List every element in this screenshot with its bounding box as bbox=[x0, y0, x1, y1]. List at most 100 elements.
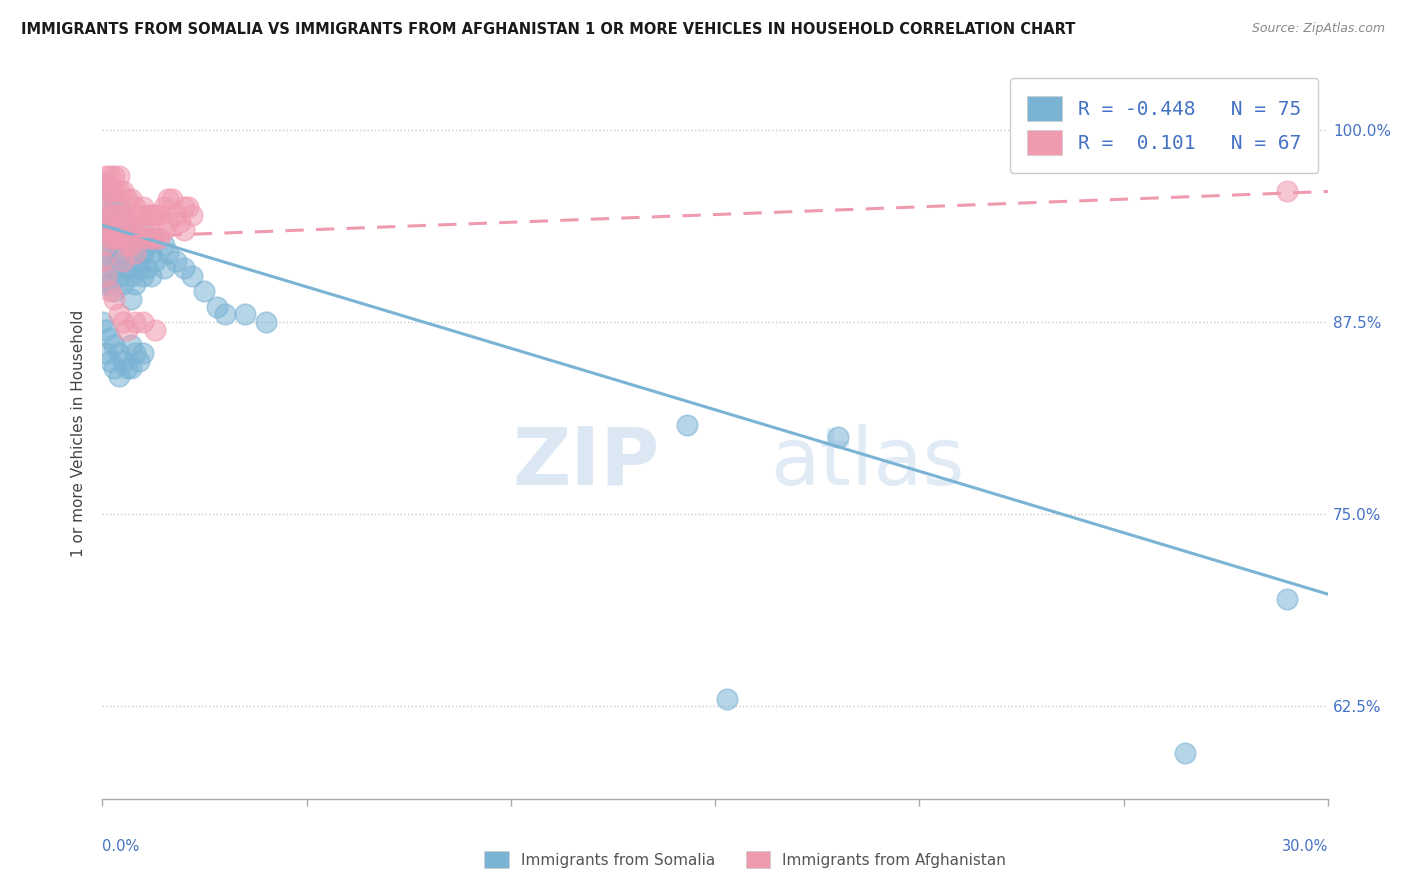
Point bbox=[96, 169, 118, 183]
Point bbox=[111, 253, 134, 268]
Point bbox=[96, 268, 118, 283]
Point bbox=[100, 230, 122, 244]
Point bbox=[205, 300, 228, 314]
Point bbox=[132, 268, 155, 283]
Point bbox=[675, 418, 697, 433]
Point bbox=[91, 177, 114, 191]
Point bbox=[115, 192, 138, 206]
Point bbox=[124, 200, 146, 214]
Point bbox=[107, 308, 129, 322]
Point bbox=[100, 169, 122, 183]
Point bbox=[100, 185, 122, 199]
Point bbox=[96, 215, 118, 229]
Point bbox=[111, 315, 134, 329]
Point bbox=[177, 200, 200, 214]
Point bbox=[165, 253, 187, 268]
Point bbox=[124, 315, 146, 329]
Point bbox=[107, 268, 129, 283]
Point bbox=[173, 200, 195, 214]
Point bbox=[136, 230, 159, 244]
Point bbox=[111, 230, 134, 244]
Point bbox=[132, 200, 155, 214]
Point bbox=[143, 230, 166, 244]
Point bbox=[124, 230, 146, 244]
Point bbox=[132, 346, 155, 360]
Point bbox=[91, 315, 114, 329]
Point bbox=[156, 215, 179, 229]
Point bbox=[141, 230, 163, 244]
Point bbox=[103, 361, 125, 376]
Point bbox=[233, 308, 256, 322]
Point bbox=[103, 338, 125, 352]
Point bbox=[120, 292, 142, 306]
Point bbox=[165, 208, 187, 222]
Point bbox=[132, 246, 155, 260]
Point bbox=[107, 185, 129, 199]
Text: IMMIGRANTS FROM SOMALIA VS IMMIGRANTS FROM AFGHANISTAN 1 OR MORE VEHICLES IN HOU: IMMIGRANTS FROM SOMALIA VS IMMIGRANTS FR… bbox=[21, 22, 1076, 37]
Point bbox=[115, 238, 138, 252]
Point bbox=[111, 230, 134, 244]
Point bbox=[254, 315, 277, 329]
Point bbox=[91, 223, 114, 237]
Point bbox=[173, 223, 195, 237]
Point bbox=[111, 353, 134, 368]
Point bbox=[100, 253, 122, 268]
Point bbox=[103, 185, 125, 199]
Point bbox=[193, 285, 215, 299]
Point bbox=[132, 223, 155, 237]
Point bbox=[115, 361, 138, 376]
Point bbox=[91, 253, 114, 268]
Point bbox=[103, 208, 125, 222]
Point bbox=[103, 238, 125, 252]
Point bbox=[136, 261, 159, 276]
Point bbox=[107, 208, 129, 222]
Point bbox=[181, 208, 204, 222]
Point bbox=[103, 215, 125, 229]
Point bbox=[152, 200, 174, 214]
Point bbox=[103, 230, 125, 244]
Point bbox=[1277, 185, 1299, 199]
Point bbox=[124, 223, 146, 237]
Point bbox=[173, 261, 195, 276]
Point bbox=[96, 323, 118, 337]
Point bbox=[124, 346, 146, 360]
Point bbox=[111, 208, 134, 222]
Point bbox=[103, 169, 125, 183]
Point bbox=[128, 353, 150, 368]
Point bbox=[143, 253, 166, 268]
Point bbox=[1174, 746, 1197, 760]
Point bbox=[96, 192, 118, 206]
Point bbox=[103, 261, 125, 276]
Text: Source: ZipAtlas.com: Source: ZipAtlas.com bbox=[1251, 22, 1385, 36]
Point bbox=[141, 246, 163, 260]
Point bbox=[100, 285, 122, 299]
Point bbox=[107, 169, 129, 183]
Point bbox=[214, 308, 236, 322]
Point bbox=[91, 277, 114, 291]
Point bbox=[96, 346, 118, 360]
Point bbox=[107, 246, 129, 260]
Point bbox=[100, 208, 122, 222]
Point bbox=[103, 192, 125, 206]
Point bbox=[91, 200, 114, 214]
Point bbox=[156, 192, 179, 206]
Point bbox=[100, 277, 122, 291]
Point bbox=[115, 261, 138, 276]
Point bbox=[96, 238, 118, 252]
Point bbox=[120, 192, 142, 206]
Point bbox=[120, 268, 142, 283]
Point bbox=[132, 223, 155, 237]
Point bbox=[128, 261, 150, 276]
Point bbox=[124, 253, 146, 268]
Point bbox=[181, 268, 204, 283]
Point bbox=[96, 268, 118, 283]
Point bbox=[103, 292, 125, 306]
Point bbox=[96, 246, 118, 260]
Point bbox=[1277, 591, 1299, 606]
Point bbox=[107, 346, 129, 360]
Point bbox=[143, 323, 166, 337]
Point bbox=[107, 368, 129, 383]
Point bbox=[111, 208, 134, 222]
Point bbox=[115, 215, 138, 229]
Point bbox=[91, 230, 114, 244]
